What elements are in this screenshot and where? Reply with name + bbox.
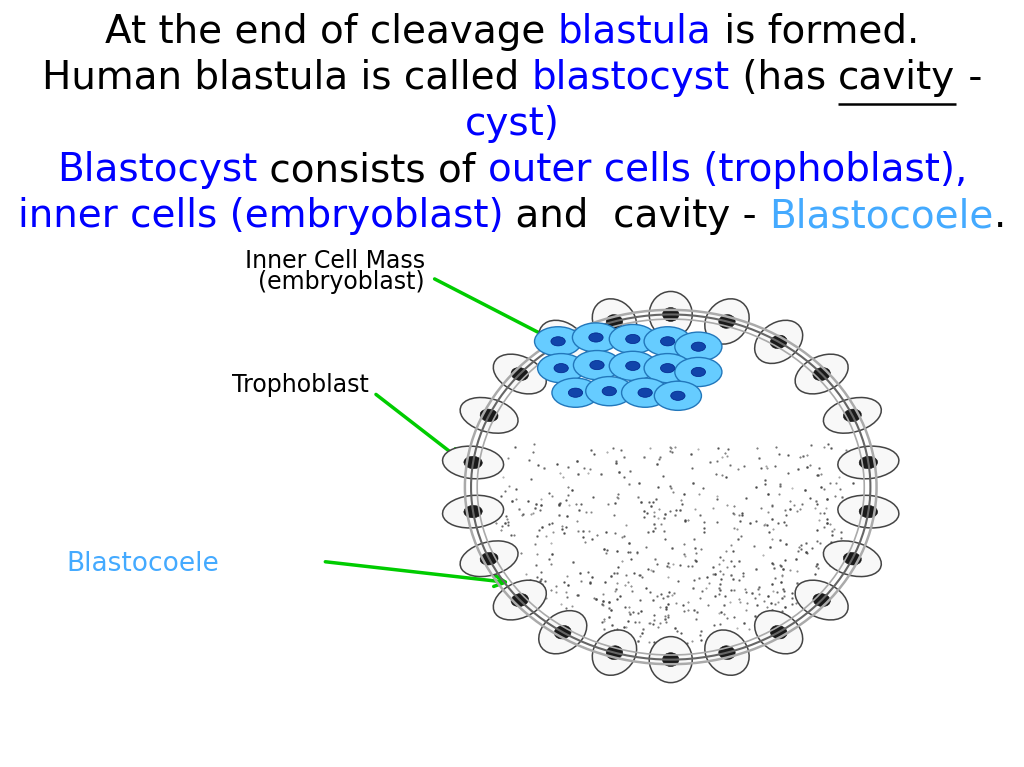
Ellipse shape: [691, 342, 706, 351]
Ellipse shape: [609, 324, 656, 354]
Ellipse shape: [813, 367, 830, 380]
Ellipse shape: [538, 354, 585, 383]
Text: (embryoblast): (embryoblast): [258, 270, 425, 295]
Text: blastocyst: blastocyst: [531, 59, 730, 97]
Text: outer cells (trophoblast),: outer cells (trophoblast),: [488, 151, 968, 189]
Ellipse shape: [552, 378, 599, 407]
Ellipse shape: [795, 580, 848, 620]
Ellipse shape: [675, 357, 722, 387]
Ellipse shape: [660, 337, 675, 346]
Text: Human blastula is called: Human blastula is called: [42, 59, 531, 97]
Text: Inner Cell Mass: Inner Cell Mass: [245, 249, 425, 273]
Ellipse shape: [586, 377, 633, 406]
Ellipse shape: [644, 354, 691, 383]
Ellipse shape: [838, 446, 899, 479]
Ellipse shape: [568, 388, 583, 397]
Text: Blastocoele: Blastocoele: [67, 551, 219, 577]
Ellipse shape: [442, 495, 504, 528]
Ellipse shape: [551, 337, 565, 346]
Ellipse shape: [663, 653, 679, 667]
Ellipse shape: [844, 409, 861, 422]
Ellipse shape: [755, 321, 803, 364]
Ellipse shape: [609, 351, 656, 380]
Ellipse shape: [813, 594, 830, 607]
Ellipse shape: [770, 626, 787, 639]
Ellipse shape: [554, 364, 568, 373]
Ellipse shape: [671, 391, 685, 400]
Text: and  cavity -: and cavity -: [504, 197, 769, 235]
Ellipse shape: [649, 637, 692, 683]
Ellipse shape: [859, 456, 878, 469]
Text: cyst): cyst): [465, 105, 559, 143]
Ellipse shape: [460, 541, 518, 577]
Text: Blastocyst: Blastocyst: [56, 151, 257, 189]
Ellipse shape: [572, 323, 620, 352]
Text: cavity: cavity: [839, 59, 955, 97]
Ellipse shape: [592, 630, 637, 675]
Ellipse shape: [602, 387, 616, 396]
Ellipse shape: [654, 381, 701, 410]
Text: (has: (has: [730, 59, 839, 97]
Ellipse shape: [539, 321, 587, 364]
Text: At the end of cleavage: At the end of cleavage: [105, 13, 558, 51]
Ellipse shape: [511, 367, 528, 380]
Ellipse shape: [480, 552, 498, 565]
Ellipse shape: [554, 626, 571, 639]
Ellipse shape: [770, 335, 787, 348]
Ellipse shape: [838, 495, 899, 528]
Ellipse shape: [644, 327, 691, 356]
Ellipse shape: [590, 360, 604, 370]
Ellipse shape: [691, 367, 706, 377]
Ellipse shape: [480, 409, 498, 422]
Ellipse shape: [755, 611, 803, 653]
Ellipse shape: [573, 351, 621, 380]
Text: is formed.: is formed.: [712, 13, 919, 51]
Ellipse shape: [471, 314, 870, 660]
Ellipse shape: [606, 646, 623, 660]
Ellipse shape: [494, 354, 547, 394]
Ellipse shape: [589, 333, 603, 342]
Ellipse shape: [675, 332, 722, 361]
Text: .: .: [994, 197, 1007, 235]
Text: Blastocoele: Blastocoele: [769, 197, 994, 235]
Ellipse shape: [554, 335, 571, 348]
Ellipse shape: [660, 364, 675, 373]
Ellipse shape: [719, 646, 735, 660]
Ellipse shape: [606, 314, 623, 328]
Ellipse shape: [535, 327, 582, 356]
Text: consists of: consists of: [257, 151, 488, 189]
Ellipse shape: [649, 291, 692, 337]
Ellipse shape: [494, 580, 547, 620]
Ellipse shape: [795, 354, 848, 394]
Ellipse shape: [626, 334, 640, 344]
Ellipse shape: [823, 541, 882, 577]
Ellipse shape: [638, 388, 652, 397]
Ellipse shape: [464, 456, 482, 469]
Text: Trophoblast: Trophoblast: [231, 373, 369, 397]
Ellipse shape: [705, 630, 750, 675]
Text: -: -: [955, 59, 982, 97]
Ellipse shape: [539, 611, 587, 653]
Ellipse shape: [844, 552, 861, 565]
Ellipse shape: [592, 299, 637, 344]
Ellipse shape: [464, 505, 482, 518]
Ellipse shape: [442, 446, 504, 479]
Ellipse shape: [719, 314, 735, 328]
Text: inner cells (embryoblast): inner cells (embryoblast): [17, 197, 504, 235]
Ellipse shape: [626, 361, 640, 370]
Text: blastula: blastula: [558, 13, 712, 51]
Ellipse shape: [859, 505, 878, 518]
Ellipse shape: [460, 397, 518, 433]
Ellipse shape: [823, 397, 882, 433]
Ellipse shape: [622, 378, 669, 407]
Ellipse shape: [705, 299, 750, 344]
Ellipse shape: [663, 308, 679, 321]
Ellipse shape: [511, 594, 528, 607]
